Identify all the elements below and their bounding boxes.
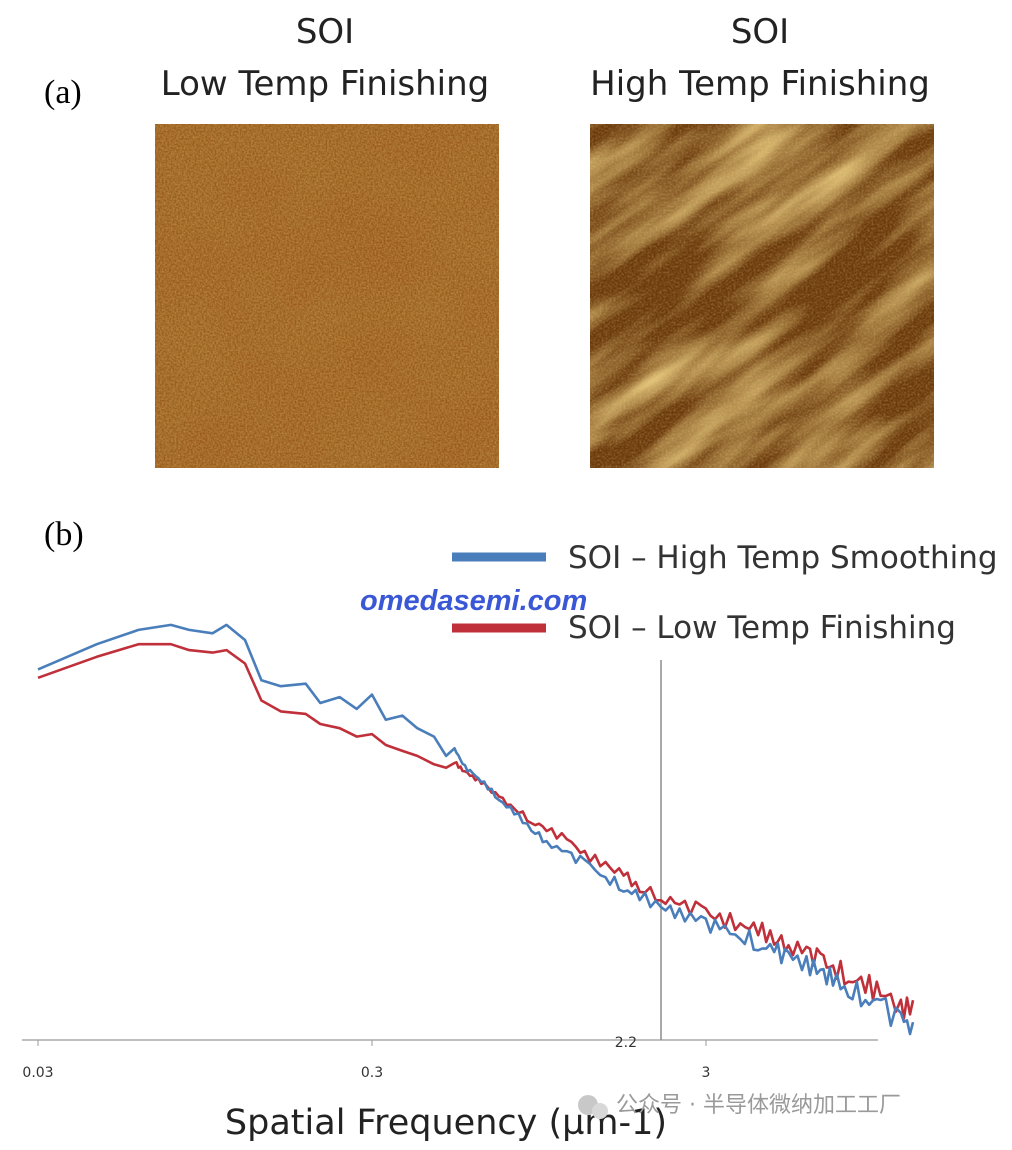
afm-image-low-temp	[155, 124, 499, 468]
watermark-brand: omedasemi.com	[360, 585, 587, 617]
marker-label: 2.2	[615, 1035, 637, 1051]
image-title-left-line2: Low Temp Finishing	[160, 64, 490, 104]
x-ticks: 0.03 0.3 3	[22, 1040, 710, 1081]
wechat-icon-bubble	[592, 1103, 608, 1119]
legend-label-high-temp: SOI – High Temp Smoothing	[568, 540, 998, 576]
afm-low-grain	[155, 124, 499, 468]
afm-image-high-temp	[590, 124, 934, 468]
afm-high-grain	[590, 124, 934, 468]
panel-b-label: (b)	[44, 516, 84, 553]
image-title-left: SOI Low Temp Finishing	[140, 6, 510, 110]
psd-chart: 0.03 0.3 3 2.2 SOI – High Temp Smoothing S…	[22, 540, 998, 1143]
panel-a-label: (a)	[44, 74, 82, 111]
image-title-right-line1: SOI	[730, 12, 790, 52]
series-group	[37, 623, 915, 1036]
image-title-left-line1: SOI	[295, 12, 355, 52]
x-tick-label: 0.03	[22, 1065, 53, 1081]
x-tick-label: 0.3	[361, 1065, 383, 1081]
x-tick-label: 3	[702, 1065, 711, 1081]
legend-label-low-temp: SOI – Low Temp Finishing	[568, 610, 956, 646]
image-title-right-line2: High Temp Finishing	[590, 64, 930, 104]
watermark-footer: 公众号 · 半导体微纳加工工厂	[616, 1093, 901, 1118]
series-line-high-temp	[37, 623, 915, 1036]
series-line-low-temp	[37, 642, 915, 1020]
image-title-right: SOI High Temp Finishing	[570, 6, 950, 110]
